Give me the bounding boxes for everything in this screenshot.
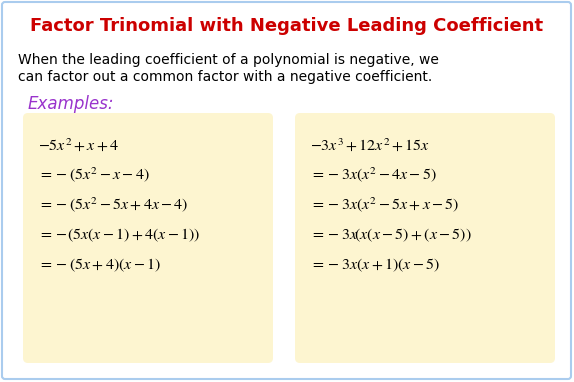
- Text: $=-\!(5x(x-1)+4(x-1))$: $=-\!(5x(x-1)+4(x-1))$: [38, 226, 200, 244]
- Text: $=-(5x^2-x-4)$: $=-(5x^2-x-4)$: [38, 165, 150, 185]
- Text: $=-3x\!(x(x-5)+(x-5))$: $=-3x\!(x(x-5)+(x-5))$: [310, 226, 472, 244]
- Text: $=-3x(x^2-4x-5)$: $=-3x(x^2-4x-5)$: [310, 165, 437, 185]
- FancyBboxPatch shape: [23, 113, 273, 363]
- Text: When the leading coefficient of a polynomial is negative, we: When the leading coefficient of a polyno…: [18, 53, 439, 67]
- Text: Factor Trinomial with Negative Leading Coefficient: Factor Trinomial with Negative Leading C…: [30, 17, 544, 35]
- Text: $=-3x(x+1)(x-5)$: $=-3x(x+1)(x-5)$: [310, 256, 440, 274]
- Text: Examples:: Examples:: [28, 95, 114, 113]
- Text: $=-3x(x^2-5x+x-5)$: $=-3x(x^2-5x+x-5)$: [310, 196, 460, 214]
- FancyBboxPatch shape: [2, 2, 571, 379]
- Text: $=-(5x+4)(x-1)$: $=-(5x+4)(x-1)$: [38, 256, 161, 274]
- Text: $-5x^2+x+4$: $-5x^2+x+4$: [38, 137, 119, 154]
- Text: can factor out a common factor with a negative coefficient.: can factor out a common factor with a ne…: [18, 70, 432, 84]
- FancyBboxPatch shape: [295, 113, 555, 363]
- Text: $-3x^3+12x^2+15x$: $-3x^3+12x^2+15x$: [310, 137, 430, 154]
- Text: $=-(5x^2-5x+4x-4)$: $=-(5x^2-5x+4x-4)$: [38, 196, 188, 214]
